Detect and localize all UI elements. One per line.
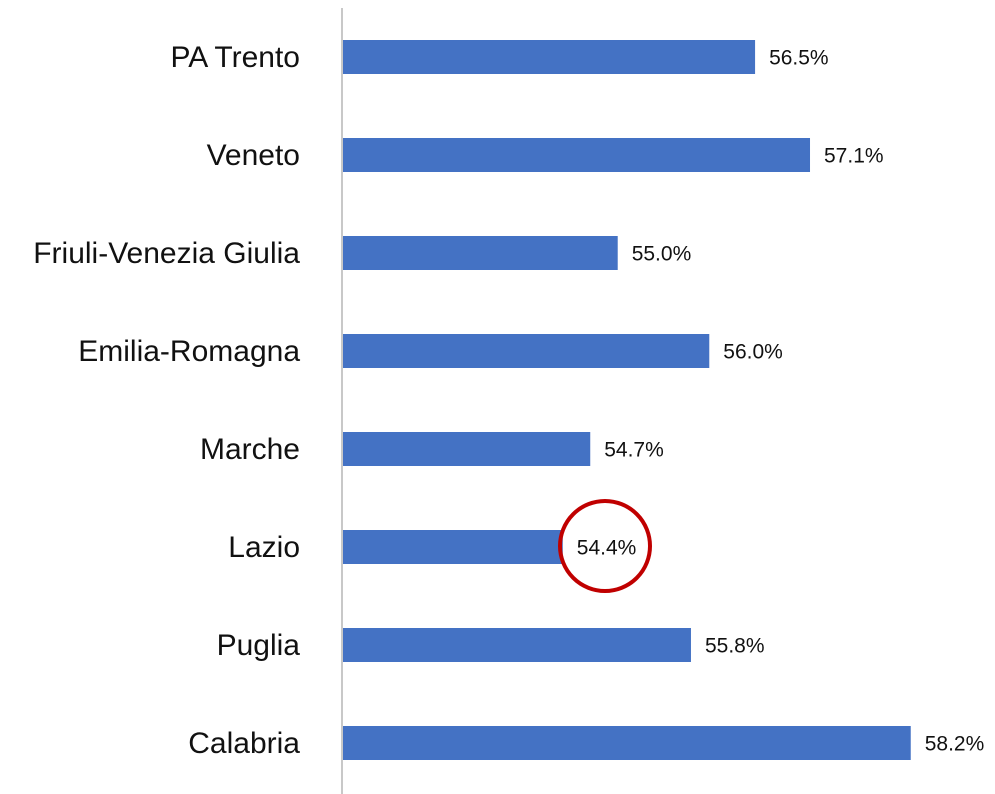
bar [343,334,710,368]
category-label: Marche [200,433,300,466]
highlight-circle [558,499,652,593]
category-label: PA Trento [170,41,300,74]
value-label: 58.2% [925,733,985,756]
category-label: Veneto [207,139,300,172]
bar [343,628,691,662]
category-label: Puglia [217,629,301,662]
bar [343,40,756,74]
value-label: 55.0% [632,243,692,266]
bar [343,530,563,564]
bar [343,236,618,270]
value-label: 56.5% [769,47,829,70]
category-label: Calabria [188,727,300,760]
category-label: Lazio [228,531,300,564]
value-label: 54.7% [604,439,664,462]
category-label: Friuli-Venezia Giulia [33,237,300,270]
value-label: 55.8% [705,635,765,658]
category-label: Emilia-Romagna [78,335,300,368]
bar [343,432,591,466]
bar [343,138,811,172]
value-label: 56.0% [723,341,783,364]
bar [343,726,911,760]
value-label: 54.4% [577,537,637,560]
value-label: 57.1% [824,145,884,168]
